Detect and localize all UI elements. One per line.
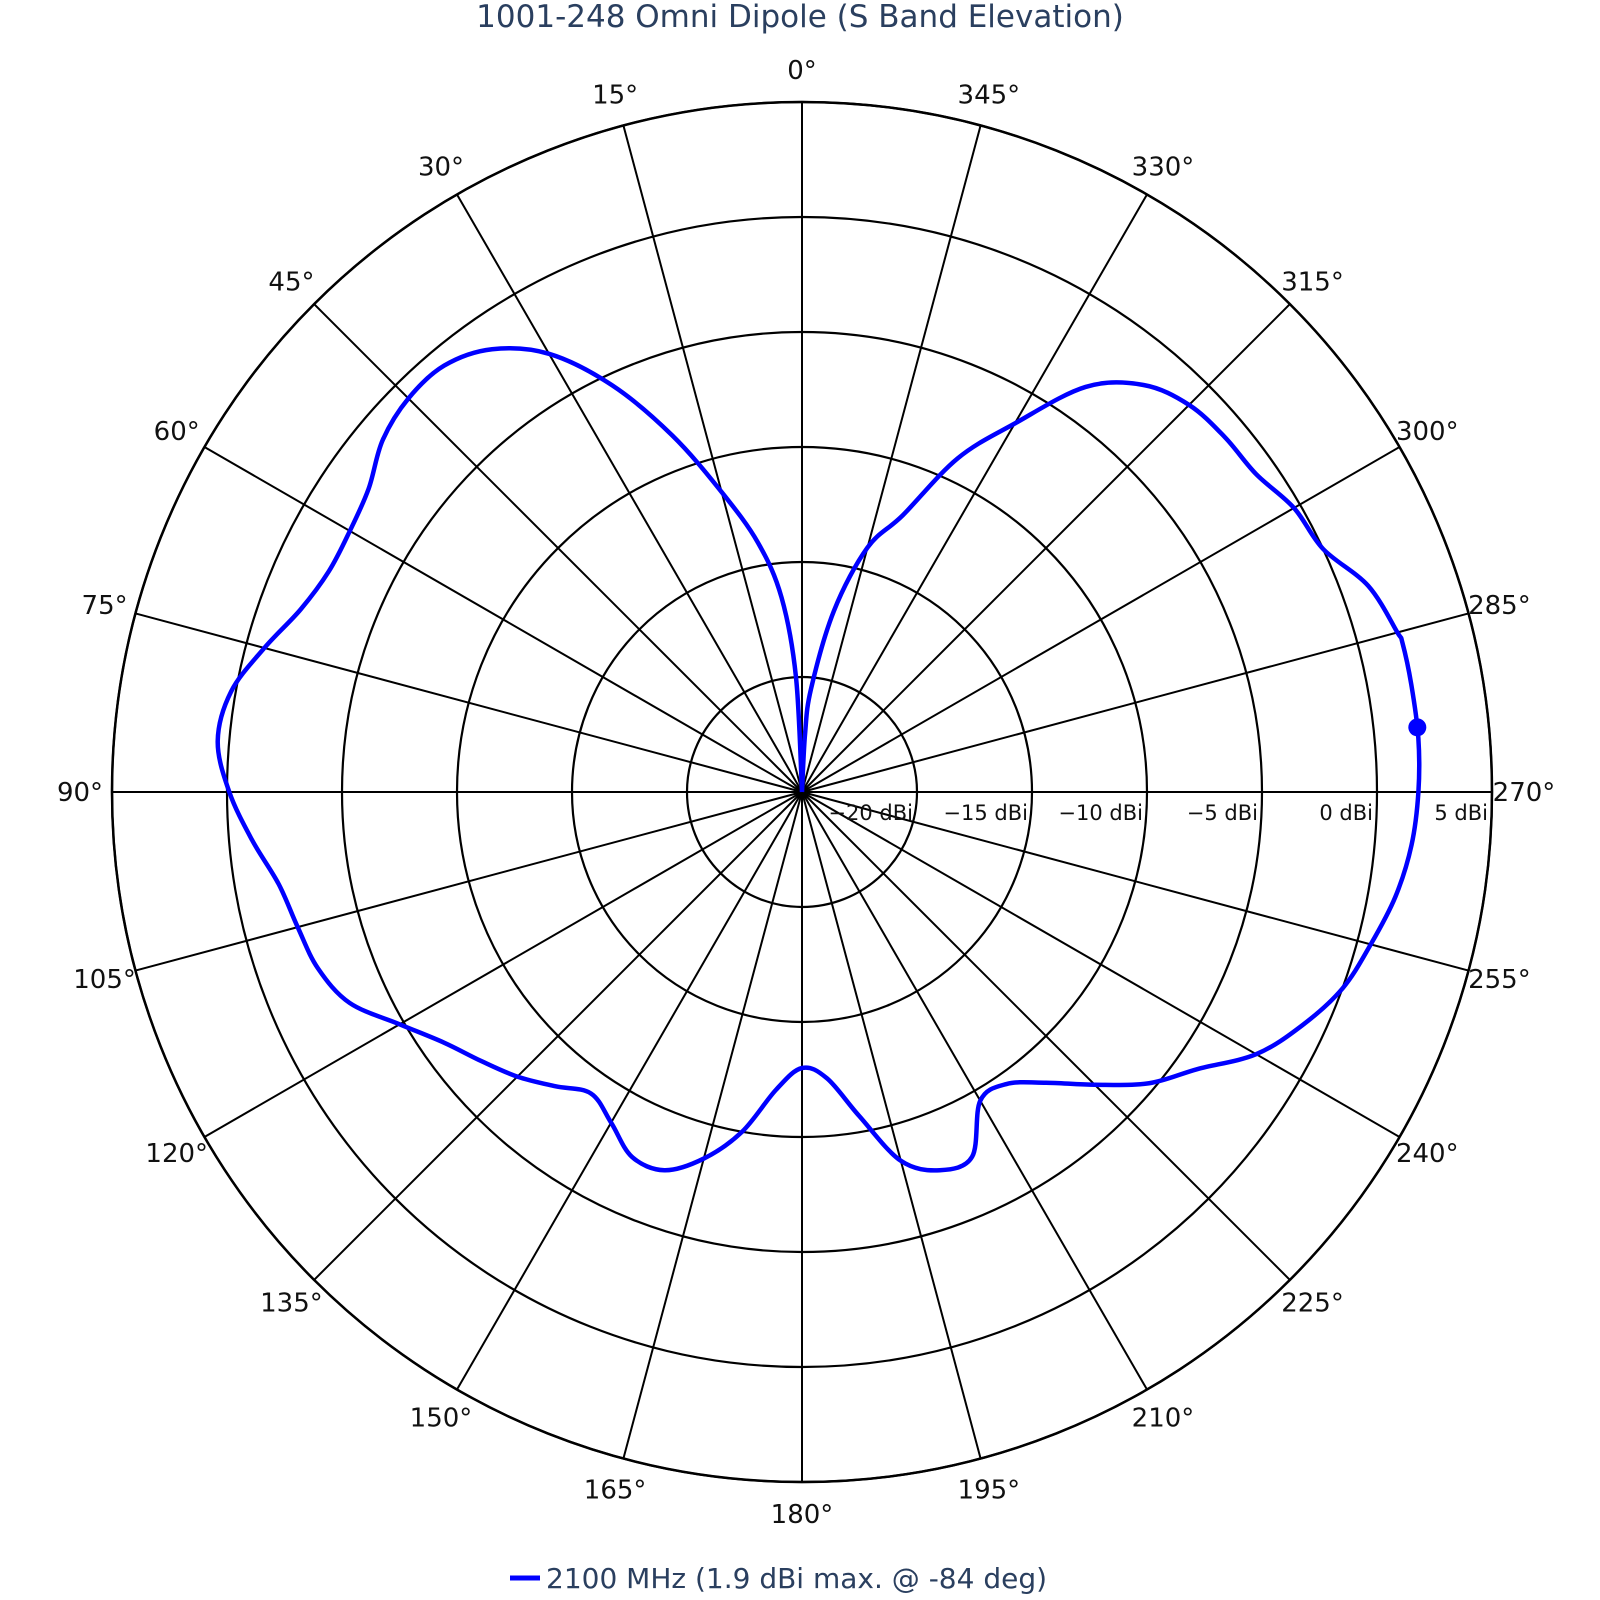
radial-tick-label: 0 dBi (1319, 801, 1373, 825)
angle-tick-label: 195° (958, 1475, 1021, 1505)
grid-spoke (801, 791, 1469, 972)
angle-tick-label: 15° (592, 81, 638, 111)
angle-tick-label: 270° (1493, 778, 1556, 808)
grid-spoke (801, 791, 982, 1459)
grid-spoke (801, 791, 1291, 1281)
grid-spoke (456, 193, 803, 793)
grid-spoke (801, 303, 1291, 793)
angle-tick-label: 210° (1132, 1403, 1195, 1433)
grid-spoke (313, 791, 803, 1281)
radial-tick-label: −15 dBi (943, 801, 1028, 825)
grid-spoke (135, 612, 803, 793)
angle-tick-label: 180° (771, 1500, 834, 1530)
angle-tick-label: 315° (1281, 267, 1344, 297)
grid-spoke (203, 446, 803, 793)
angle-tick-label: 135° (260, 1289, 323, 1319)
angle-tick-label: 240° (1396, 1139, 1459, 1169)
grid-spoke (801, 193, 1148, 793)
grid-spoke (313, 303, 803, 793)
angle-tick-label: 105° (73, 965, 136, 995)
angle-tick-label: 45° (268, 267, 314, 297)
angle-tick-label: 330° (1132, 153, 1195, 183)
legend[interactable]: 2100 MHz (1.9 dBi max. @ -84 deg) (510, 1562, 1047, 1595)
radial-tick-label: −10 dBi (1058, 801, 1143, 825)
legend-label: 2100 MHz (1.9 dBi max. @ -84 deg) (546, 1562, 1047, 1595)
angle-tick-label: 90° (57, 778, 103, 808)
angle-tick-label: 0° (787, 56, 817, 86)
grid-spoke (456, 791, 803, 1391)
angle-tick-label: 255° (1468, 965, 1531, 995)
radial-tick-label: 5 dBi (1434, 801, 1488, 825)
chart-title: 1001-248 Omni Dipole (S Band Elevation) (476, 0, 1124, 35)
angle-tick-label: 285° (1468, 591, 1531, 621)
grid-spoke (801, 612, 1469, 793)
grid-spoke (801, 791, 1148, 1391)
grid-spoke (801, 125, 982, 793)
grid-spoke (622, 791, 803, 1459)
max-gain-marker (1408, 718, 1427, 737)
series-layer (215, 345, 1427, 1173)
radial-tick-label: −5 dBi (1187, 801, 1258, 825)
angle-tick-label: 60° (154, 417, 200, 447)
grid-spoke (622, 125, 803, 793)
polar-grid (110, 100, 1494, 1484)
grid-spoke (801, 446, 1401, 793)
grid-spoke (203, 791, 803, 1138)
angle-tick-label: 75° (82, 591, 128, 621)
angle-tick-label: 300° (1396, 417, 1459, 447)
grid-spoke (135, 791, 803, 972)
radial-tick-label: −20 dBi (828, 801, 913, 825)
angle-tick-label: 30° (418, 153, 464, 183)
angle-tick-label: 165° (584, 1475, 647, 1505)
angular-tick-labels: 0° 15° 30° 45° 60° 75° 90° 105° 120° 135° 150° 165°… (57, 56, 1555, 1530)
angle-tick-label: 120° (145, 1139, 208, 1169)
series-line (215, 345, 1422, 1173)
grid-spoke (801, 791, 1401, 1138)
angle-tick-label: 150° (410, 1403, 473, 1433)
angle-tick-label: 345° (958, 81, 1021, 111)
radial-tick-labels: −20 dBi −15 dBi −10 dBi −5 dBi 0 dBi 5 dBi (828, 801, 1488, 825)
angle-tick-label: 225° (1281, 1289, 1344, 1319)
